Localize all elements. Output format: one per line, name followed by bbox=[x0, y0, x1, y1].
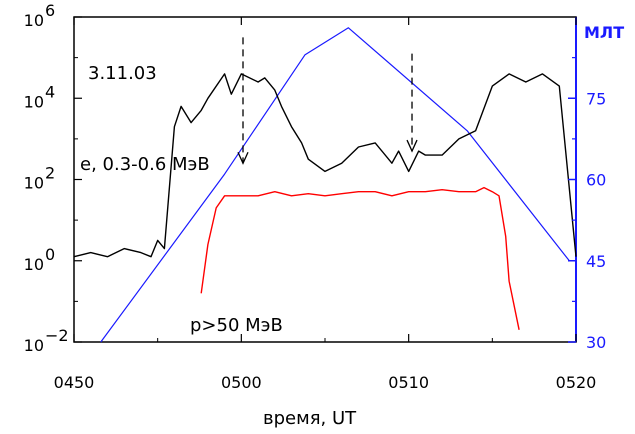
x-axis-title: время, UT bbox=[263, 408, 357, 429]
y-left-tick-label: 10 bbox=[24, 174, 44, 193]
y-left-tick-exponent: −2 bbox=[45, 326, 69, 345]
electron-series-label: e, 0.3-0.6 МэВ bbox=[80, 154, 210, 175]
y-right-tick-label: 30 bbox=[586, 333, 606, 352]
y-right-axis-title: МЛТ bbox=[584, 23, 624, 42]
x-axis-ticks: 0450 0500 0510 0520 bbox=[54, 17, 597, 392]
mlt-series bbox=[100, 27, 570, 343]
x-tick-label: 0520 bbox=[556, 373, 597, 392]
event-arrow-1 bbox=[237, 37, 249, 165]
event-arrow-head bbox=[406, 139, 418, 153]
x-tick-label: 0500 bbox=[221, 373, 262, 392]
x-tick-label: 0450 bbox=[54, 373, 95, 392]
y-right-tick-label: 60 bbox=[586, 171, 606, 190]
proton-series-label: p>50 МэВ bbox=[190, 315, 283, 336]
y-left-tick-label: 10 bbox=[24, 11, 44, 30]
y-left-tick-label: 10 bbox=[24, 336, 44, 355]
x-tick-label: 0510 bbox=[388, 373, 429, 392]
y-right-tick-label: 45 bbox=[586, 252, 606, 271]
event-markers bbox=[237, 37, 418, 165]
electron-flux-line bbox=[73, 73, 577, 258]
y-left-tick-exponent: 0 bbox=[45, 245, 55, 264]
flux-series bbox=[73, 73, 577, 330]
y-left-tick-exponent: 6 bbox=[45, 1, 55, 20]
date-annotation: 3.11.03 bbox=[88, 63, 157, 84]
y-left-tick-exponent: 2 bbox=[45, 164, 55, 183]
proton-flux-line bbox=[200, 186, 520, 330]
y-right-tick-label: 75 bbox=[586, 89, 606, 108]
mlt-line bbox=[100, 27, 570, 343]
y-left-tick-label: 10 bbox=[24, 92, 44, 111]
y-left-tick-exponent: 4 bbox=[45, 82, 55, 101]
y-right-axis-ticks: 75 60 45 30 bbox=[568, 57, 606, 352]
event-arrow-head bbox=[237, 151, 249, 165]
event-arrow-2 bbox=[406, 53, 418, 153]
y-left-tick-label: 10 bbox=[24, 255, 44, 274]
